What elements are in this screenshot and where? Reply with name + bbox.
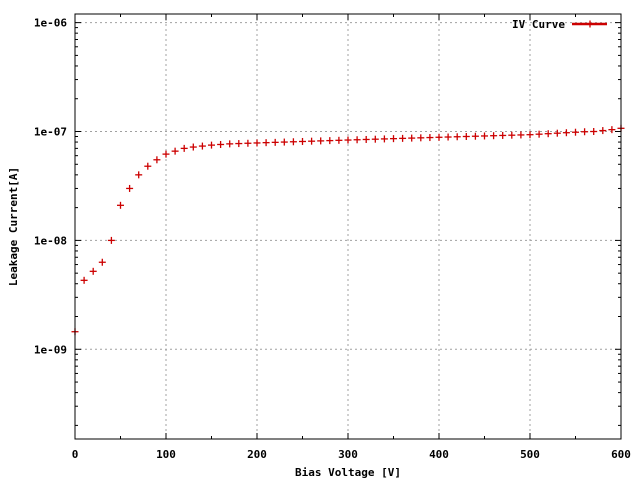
data-point [253,139,261,147]
data-points [71,124,625,336]
data-point [481,132,488,140]
data-point [244,139,252,147]
data-point [262,139,270,147]
data-point [308,137,316,145]
data-point [198,142,206,150]
data-point [380,135,388,143]
data-point [408,134,416,142]
axis-ticks [74,14,622,439]
data-point [180,144,188,152]
x-tick-label: 100 [156,448,176,461]
data-point [562,129,570,137]
data-point [453,133,461,141]
data-point [517,131,525,139]
data-point [435,133,443,141]
data-point [153,156,161,164]
data-point [426,134,434,142]
data-point [390,135,397,143]
legend: IV Curve [512,18,607,31]
y-tick-label: 1e-06 [34,17,67,30]
data-point [189,143,197,151]
data-point [162,150,170,158]
data-point [344,136,352,144]
data-point [553,129,561,137]
x-tick-label: 200 [247,448,267,461]
x-tick-label: 300 [338,448,358,461]
data-point [326,137,334,145]
data-point [490,132,498,140]
data-point [80,276,88,284]
y-axis-label: Leakage Current[A] [7,167,20,286]
grid-lines [75,14,621,439]
x-tick-label: 500 [520,448,540,461]
data-point [535,130,543,138]
data-point [126,184,134,192]
data-point [89,267,97,275]
y-tick-label: 1e-09 [34,343,67,356]
x-axis-label: Bias Voltage [V] [295,466,401,479]
data-point [599,127,607,135]
data-point [208,141,215,149]
y-tick-label: 1e-07 [34,126,67,139]
data-point [135,171,143,179]
data-point [280,138,288,146]
data-point [362,135,370,143]
data-point [317,137,325,145]
data-point [462,132,470,140]
data-point [444,133,452,141]
y-tick-labels: 1e-09 1e-08 1e-07 1e-06 [34,17,67,357]
data-point [226,140,234,148]
y-tick-label: 1e-08 [34,234,67,247]
x-tick-label: 600 [611,448,631,461]
data-point [271,138,279,146]
x-tick-label: 0 [72,448,79,461]
data-point [417,134,425,142]
legend-marker [586,20,594,28]
data-point [371,135,379,143]
data-point [572,128,579,136]
legend-label: IV Curve [512,18,565,31]
data-point [144,162,152,170]
x-tick-labels: 0 100 200 300 400 500 600 [72,448,631,461]
data-point [98,258,106,266]
data-point [335,136,343,144]
data-point [217,140,225,148]
data-point [171,147,179,155]
data-point [608,126,616,134]
data-point [353,136,361,144]
data-point [508,131,516,139]
data-point [299,137,306,145]
data-point [117,201,124,209]
data-point [471,132,479,140]
data-point [544,130,552,138]
data-point [399,134,407,142]
data-point [107,236,115,244]
x-tick-label: 400 [429,448,449,461]
data-point [526,131,534,139]
data-point [289,138,297,146]
data-point [235,140,243,148]
data-point [499,131,507,139]
data-point [581,128,589,136]
data-point [590,128,598,136]
